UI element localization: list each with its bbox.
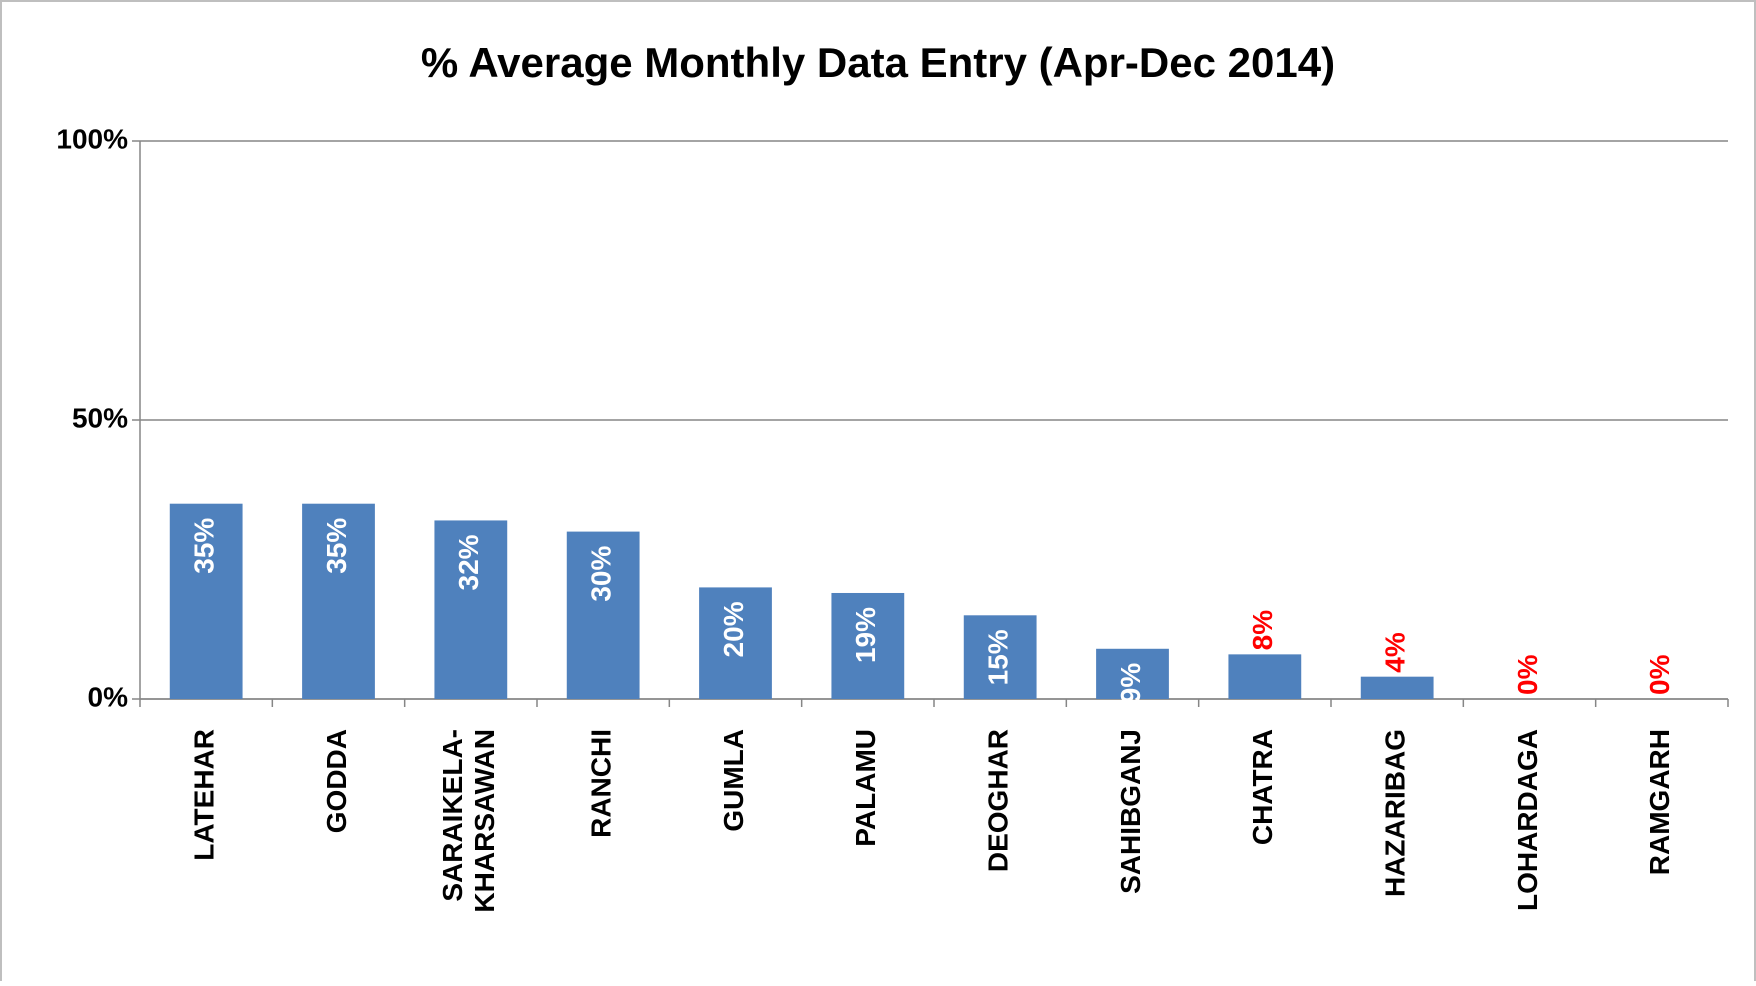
x-tick-label: PALAMU [850,729,881,847]
bar [1096,648,1169,699]
x-tick-label: GODDA [321,729,352,833]
bar [699,587,772,699]
x-tick-label: SARAIKELA-KHARSAWAN [437,729,500,913]
x-tick-label: CHATRA [1247,729,1278,845]
x-tick-label: SAHIBGANJ [1115,729,1146,894]
y-tick-label: 50% [72,402,128,433]
bar [831,592,905,699]
x-tick-label: LOHARDAGA [1512,729,1543,911]
data-label: 30% [586,546,617,602]
bar [302,503,375,699]
data-label: 4% [1380,632,1411,673]
x-tick-label: GUMLA [718,729,749,832]
bar [1228,654,1302,699]
data-label: 9% [1115,663,1146,704]
x-tick-label: RAMGARH [1644,729,1675,875]
data-label: 20% [718,601,749,657]
y-tick-label: 100% [56,123,128,154]
bar [1360,676,1434,699]
data-label: 19% [850,607,881,663]
chart-title: % Average Monthly Data Entry (Apr-Dec 20… [421,39,1335,86]
bar [434,520,508,699]
x-tick-label: DEOGHAR [983,729,1014,872]
data-label: 15% [983,629,1014,685]
data-label: 35% [321,518,352,574]
bar [963,615,1037,699]
bar [566,531,640,699]
y-tick-label: 0% [88,681,129,712]
data-label: 0% [1644,654,1675,695]
data-label: 8% [1247,610,1278,651]
bar [169,503,243,699]
data-label: 0% [1512,654,1543,695]
x-tick-label: RANCHI [586,729,617,838]
data-label: 32% [453,534,484,590]
x-tick-label: HAZARIBAG [1380,729,1411,897]
x-tick-label: LATEHAR [189,729,220,861]
data-label: 35% [189,518,220,574]
